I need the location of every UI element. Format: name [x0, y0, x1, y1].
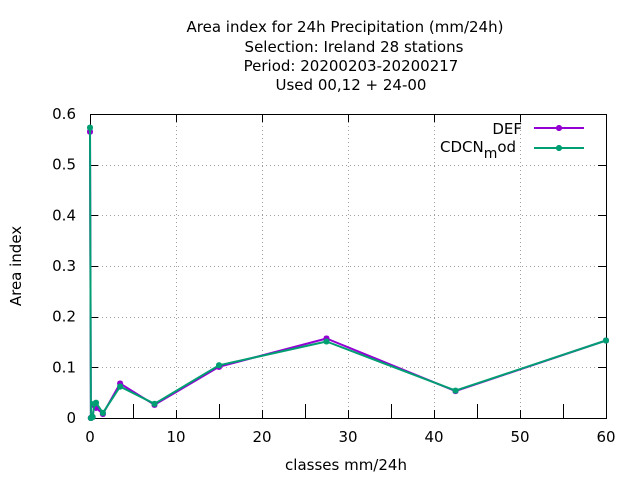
y-tick-label: 0.5 [52, 156, 76, 174]
data-point [603, 337, 609, 344]
data-point [117, 380, 124, 387]
y-tick-labels: 0 0.1 0.2 0.3 0.4 0.5 0.6 [52, 105, 76, 427]
data-point [216, 362, 222, 369]
legend: DEF CDCNmod [440, 120, 584, 162]
x-tick-label: 60 [596, 428, 615, 446]
data-point [87, 124, 93, 131]
y-tick-label: 0.3 [52, 257, 76, 275]
data-point [93, 404, 100, 411]
y-tick-label: 0.4 [52, 206, 76, 224]
y-tick-label: 0.1 [52, 358, 76, 376]
chart-title: Area index for 24h Precipitation (mm/24h… [187, 18, 504, 94]
x-tick-labels: 0 10 20 30 40 50 60 [85, 428, 615, 446]
legend-label-cdcn-mod: CDCNmod [440, 138, 516, 162]
series-cdcn-mod [87, 124, 609, 421]
data-point [151, 400, 158, 407]
data-series [87, 124, 609, 421]
data-point [117, 383, 124, 390]
x-tick-label: 20 [252, 428, 271, 446]
data-point [89, 413, 96, 420]
x-tick-label: 10 [166, 428, 185, 446]
title-line-2: Selection: Ireland 28 stations [245, 38, 464, 56]
legend-label-def: DEF [492, 120, 522, 138]
title-line-4: Used 00,12 + 24-00 [276, 76, 427, 94]
title-line-3: Period: 20200203-20200217 [244, 57, 459, 75]
data-point [323, 338, 330, 345]
legend-marker [556, 125, 562, 131]
legend-marker [556, 145, 562, 151]
y-axis-title: Area index [7, 226, 25, 306]
y-tick-label: 0.2 [52, 308, 76, 326]
data-point [323, 335, 330, 342]
data-point [99, 409, 106, 416]
x-tick-label: 30 [338, 428, 357, 446]
y-tick-label: 0 [66, 409, 76, 427]
data-point [452, 387, 459, 394]
x-tick-label: 40 [424, 428, 443, 446]
x-tick-label: 0 [85, 428, 95, 446]
grid [90, 114, 606, 418]
x-axis-title: classes mm/24h [285, 456, 407, 474]
y-tick-label: 0.6 [52, 105, 76, 123]
title-line-1: Area index for 24h Precipitation (mm/24h… [187, 18, 504, 36]
x-tick-label: 50 [510, 428, 529, 446]
data-point [93, 399, 100, 406]
